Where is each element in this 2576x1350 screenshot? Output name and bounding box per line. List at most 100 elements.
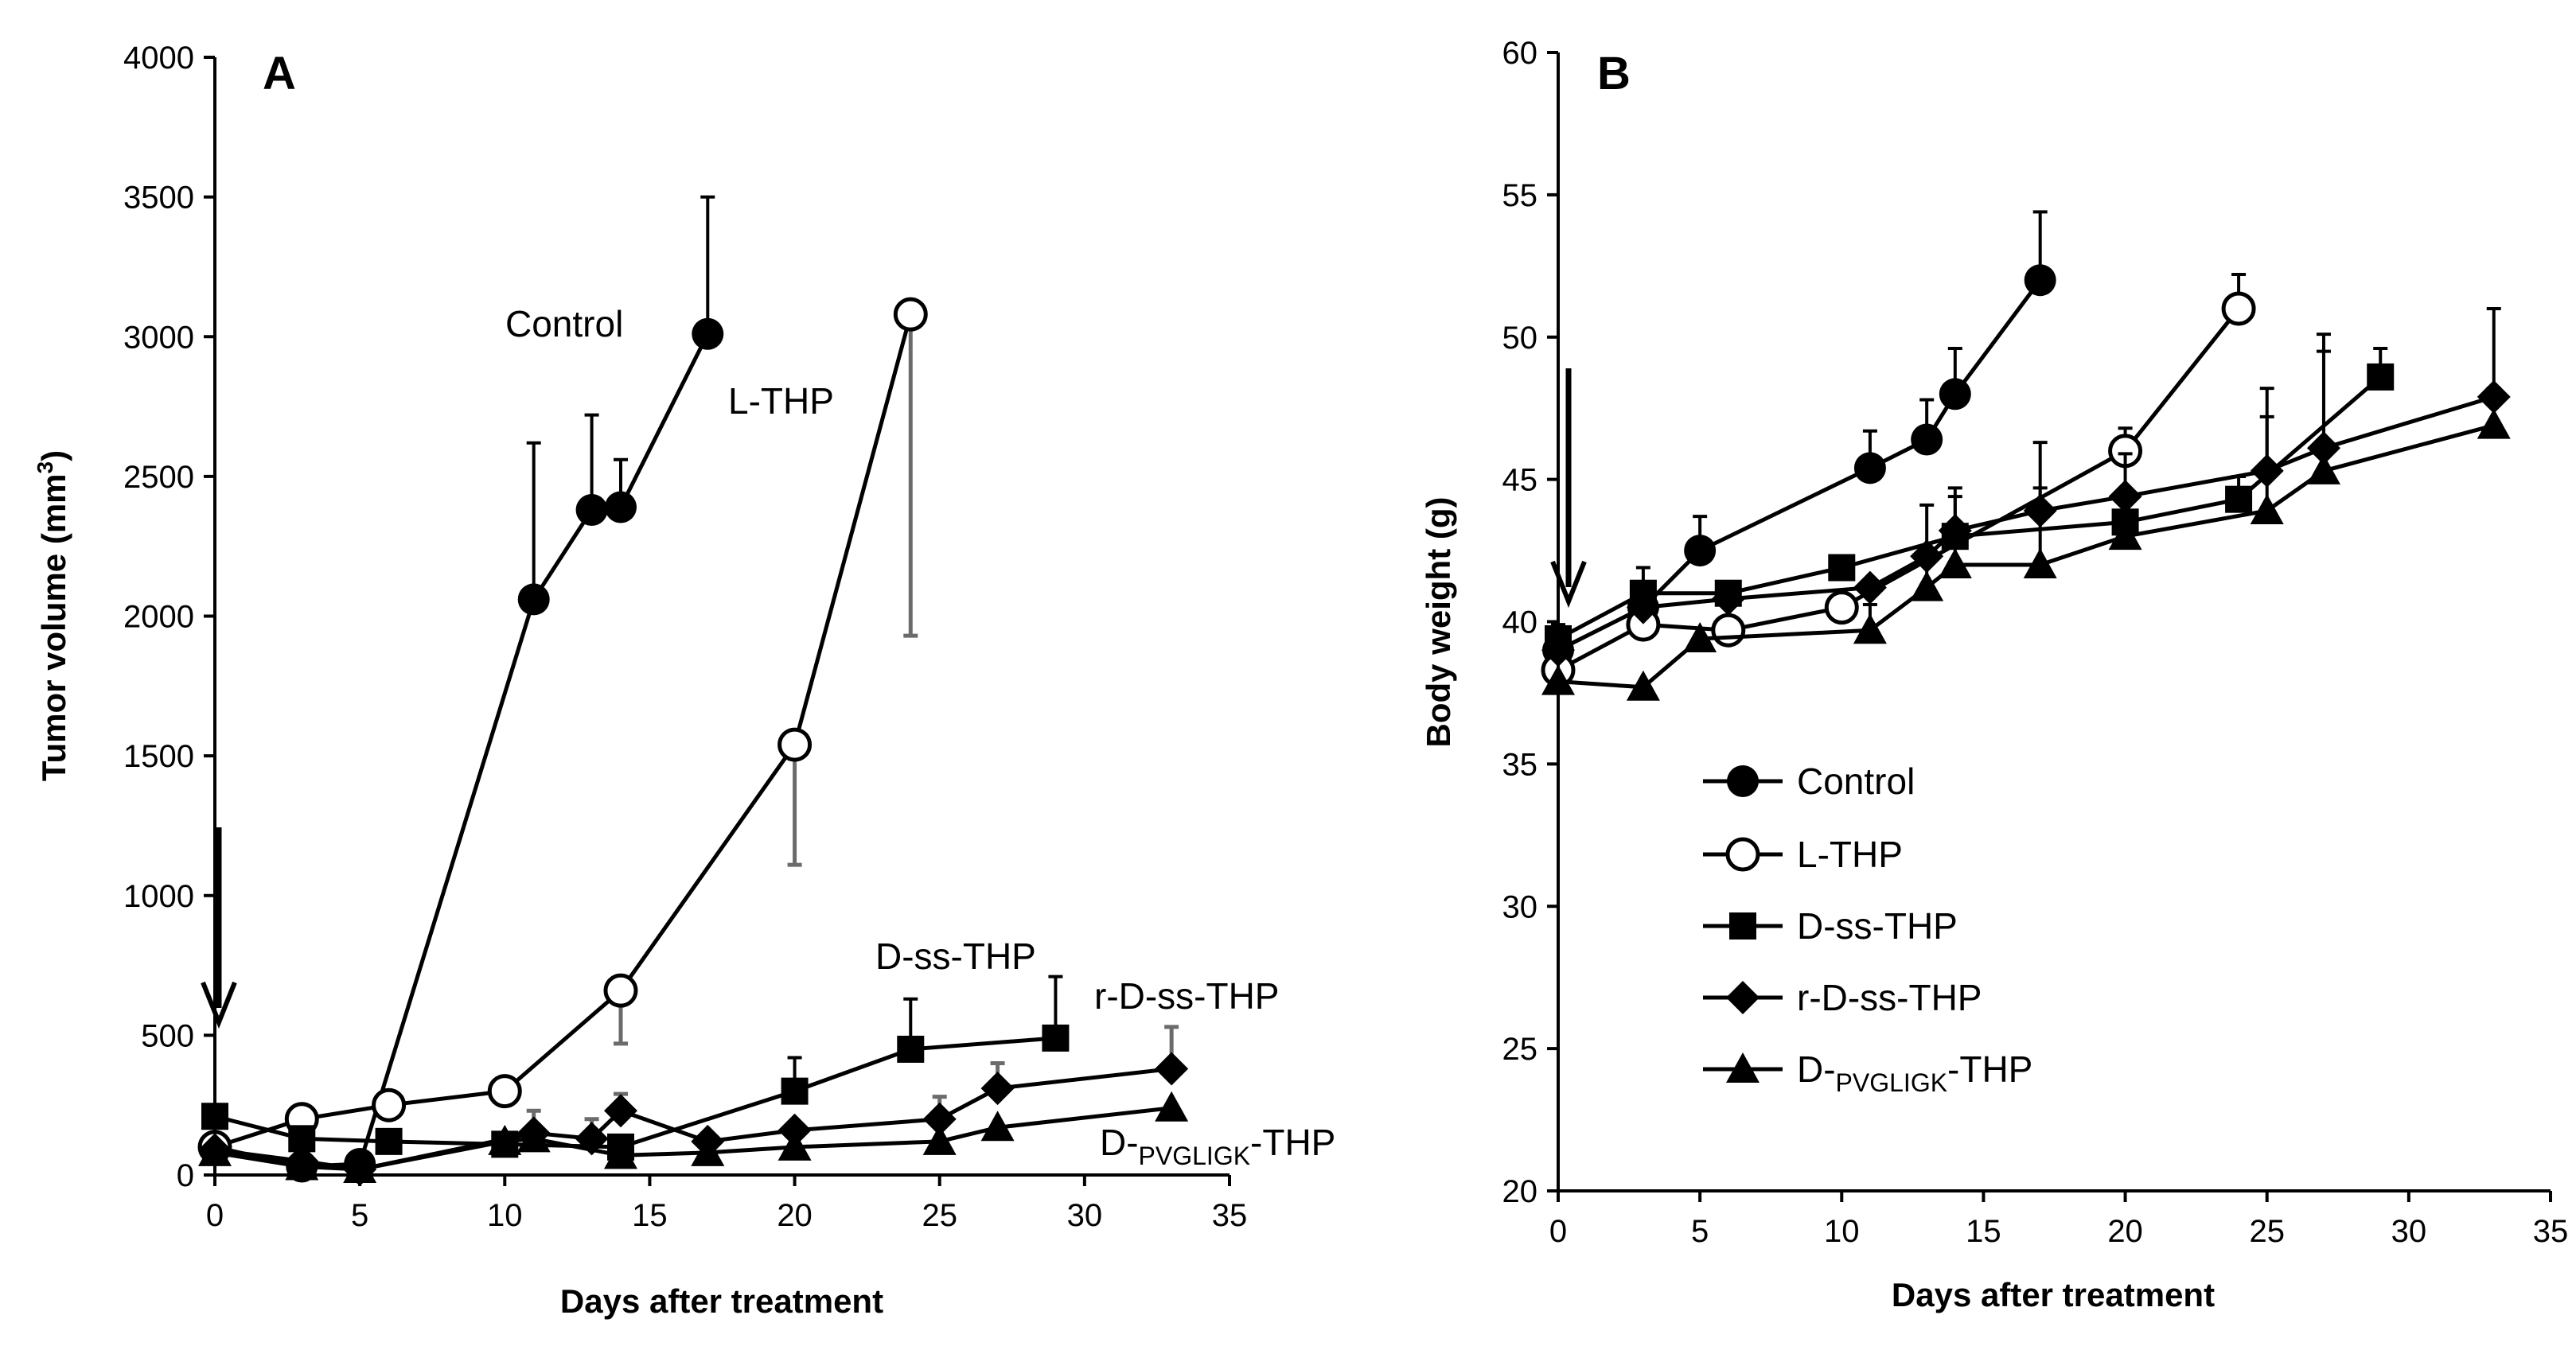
label-pv-main: D- — [1100, 1122, 1139, 1163]
data-point-d-pvgligk-thp — [516, 1122, 551, 1153]
data-point-d-pvgligk-thp — [922, 1124, 957, 1155]
legend-pv-tail: -THP — [1947, 1048, 2032, 1090]
legend-label-l-thp: L-THP — [1797, 834, 1903, 875]
data-point-d-pvgligk-thp — [2306, 453, 2340, 484]
y-tick-label: 30 — [1502, 889, 1538, 924]
data-point-control — [692, 317, 724, 350]
legend-label-control: Control — [1797, 761, 1915, 802]
x-tick-label: 0 — [206, 1198, 224, 1233]
y-tick-label: 2000 — [123, 600, 194, 635]
panel-b-x-ticks: 0 5 10 15 20 25 30 35 — [1549, 1191, 2568, 1249]
y-tick-label: 20 — [1502, 1174, 1538, 1209]
data-point-d-ss-thp — [1828, 554, 1856, 582]
panel-b-y-axis-title: Body weight (g) — [1420, 497, 1457, 748]
series-line-l-thp — [1557, 307, 2241, 672]
data-point-l-thp — [893, 297, 928, 332]
data-point-d-pvgligk-thp — [2250, 493, 2284, 524]
y-tick-label: 3500 — [123, 181, 194, 216]
data-point-r-d-ss-thp — [604, 1094, 637, 1128]
data-point-d-ss-thp — [897, 1035, 925, 1063]
legend-pv-main: D- — [1797, 1048, 1836, 1090]
series-d-pvgligk-thp — [198, 1091, 1189, 1183]
panel-b-series — [1541, 210, 2511, 701]
y-tick-label: 4000 — [123, 41, 194, 76]
data-point-control — [1939, 378, 1971, 410]
label-d-ss-thp: D-ss-THP — [875, 936, 1036, 977]
label-pv-sub: PVGLIGK — [1139, 1142, 1251, 1170]
data-point-l-thp — [487, 1074, 522, 1109]
legend-label-r-d-ss-thp: r-D-ss-THP — [1797, 977, 1982, 1018]
y-tick-label: 55 — [1502, 178, 1538, 213]
data-point-d-pvgligk-thp — [1853, 613, 1887, 644]
panel-b-body-weight-chart: B 20 25 30 35 40 45 50 55 60 0 5 10 15 20 25 30 35 Days… — [1420, 36, 2568, 1313]
series-line-d-ss-thp — [214, 1036, 1056, 1150]
data-point-l-thp — [2221, 291, 2256, 326]
x-tick-label: 15 — [1966, 1214, 2001, 1249]
y-tick-label: 50 — [1502, 321, 1538, 356]
data-point-r-d-ss-thp — [1626, 590, 1660, 624]
series-line-d-ss-thp — [1557, 375, 2382, 641]
data-point-d-pvgligk-thp — [2108, 519, 2142, 551]
panel-a-x-axis-title: Days after treatment — [560, 1282, 883, 1320]
series-control — [199, 195, 724, 1183]
x-tick-label: 30 — [1067, 1198, 1103, 1233]
data-point-control — [1911, 423, 1943, 456]
data-point-d-pvgligk-thp — [980, 1111, 1015, 1142]
series-line-control — [214, 333, 710, 1169]
data-point-d-pvgligk-thp — [1938, 547, 1972, 578]
x-tick-label: 35 — [2533, 1214, 2569, 1249]
label-r-d-ss-thp: r-D-ss-THP — [1094, 975, 1280, 1017]
y-tick-label: 2500 — [123, 460, 194, 495]
data-point-d-pvgligk-thp — [343, 1152, 377, 1183]
panel-a-tumor-volume-chart: A 0 500 1000 1500 2000 2500 3000 3500 4000 0 5 10 1… — [33, 41, 1335, 1320]
y-tick-label: 1000 — [123, 879, 194, 914]
data-point-l-thp — [777, 727, 813, 762]
data-point-d-ss-thp — [781, 1077, 809, 1105]
y-tick-label: 35 — [1502, 747, 1538, 782]
x-tick-label: 20 — [2107, 1214, 2143, 1249]
y-tick-label: 40 — [1502, 605, 1538, 640]
legend-marker-open-circle — [1725, 837, 1760, 872]
data-point-control — [1853, 452, 1886, 484]
y-tick-label: 45 — [1502, 463, 1538, 498]
data-point-d-pvgligk-thp — [488, 1124, 522, 1155]
data-point-d-pvgligk-thp — [285, 1150, 319, 1181]
data-point-d-pvgligk-thp — [1910, 570, 1944, 601]
data-point-d-pvgligk-thp — [777, 1130, 812, 1161]
data-point-control — [1684, 535, 1717, 567]
data-point-d-ss-thp — [201, 1103, 228, 1130]
series-l-thp — [1541, 273, 2256, 687]
panel-b-treatment-arrow — [1550, 368, 1587, 609]
x-tick-label: 5 — [351, 1198, 368, 1233]
panel-a-y-axis-title: Tumor volume (mm3) — [33, 450, 72, 781]
series-r-d-ss-thp — [1541, 306, 2511, 667]
panel-b-y-ticks: 20 25 30 35 40 45 50 55 60 — [1502, 36, 1558, 1209]
data-point-d-ss-thp — [2225, 485, 2253, 513]
data-point-d-pvgligk-thp — [2477, 408, 2511, 439]
x-tick-label: 30 — [2391, 1214, 2427, 1249]
legend-marker-filled-circle — [1727, 765, 1759, 797]
data-point-r-d-ss-thp — [1155, 1052, 1189, 1086]
x-tick-label: 10 — [487, 1198, 523, 1233]
data-point-control — [517, 583, 550, 616]
y-tick-label: 500 — [141, 1018, 194, 1053]
panel-b-legend: Control L-THP D-ss-THP r-D-ss-THP D-PVGL… — [1703, 761, 2032, 1097]
legend-marker-filled-triangle — [1726, 1052, 1760, 1083]
treatment-arrow-head — [201, 981, 237, 1029]
label-l-thp: L-THP — [728, 380, 834, 422]
treatment-arrow-head — [1550, 560, 1587, 609]
data-point-d-pvgligk-thp — [691, 1135, 725, 1166]
panel-a-y-title-sup: 3 — [33, 461, 57, 474]
x-tick-label: 20 — [777, 1198, 813, 1233]
label-control: Control — [505, 303, 623, 344]
legend-marker-filled-diamond — [1726, 981, 1760, 1014]
panel-b-letter: B — [1597, 48, 1631, 99]
data-point-d-pvgligk-thp — [1155, 1091, 1189, 1122]
series-l-thp — [197, 297, 928, 1165]
label-d-pvgligk-thp: D-PVGLIGK-THP — [1100, 1122, 1335, 1170]
panel-a-x-ticks: 0 5 10 15 20 25 30 35 — [206, 1175, 1247, 1233]
x-tick-label: 25 — [922, 1198, 957, 1233]
data-point-d-pvgligk-thp — [198, 1135, 232, 1166]
data-point-control — [575, 494, 608, 527]
data-point-l-thp — [372, 1087, 407, 1122]
